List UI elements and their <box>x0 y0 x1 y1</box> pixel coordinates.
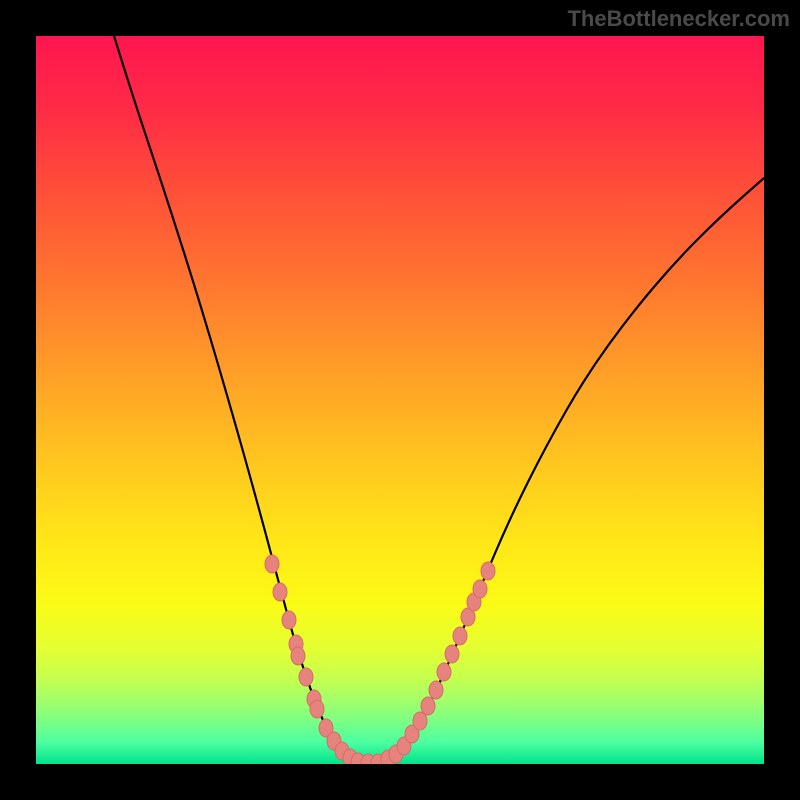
data-marker <box>453 627 467 645</box>
bottleneck-curve <box>114 36 764 763</box>
data-marker <box>265 555 279 573</box>
data-marker <box>437 663 451 681</box>
data-marker <box>273 583 287 601</box>
data-marker <box>481 562 495 580</box>
watermark-text: TheBottlenecker.com <box>567 6 790 32</box>
data-marker <box>310 700 324 718</box>
marker-group <box>265 555 495 764</box>
data-marker <box>421 697 435 715</box>
data-marker <box>429 681 443 699</box>
plot-area <box>36 36 764 764</box>
data-marker <box>413 712 427 730</box>
curve-layer <box>36 36 764 764</box>
data-marker <box>445 645 459 663</box>
data-marker <box>299 668 313 686</box>
data-marker <box>291 647 305 665</box>
data-marker <box>473 580 487 598</box>
data-marker <box>282 611 296 629</box>
